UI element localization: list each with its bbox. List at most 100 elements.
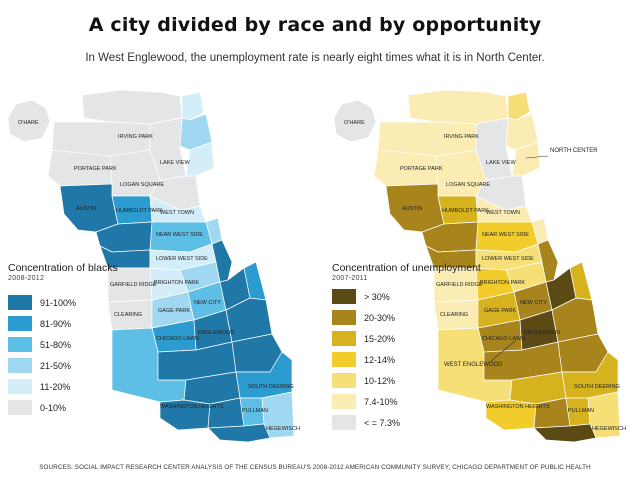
right-legend-label: > 30% bbox=[364, 291, 390, 302]
right-legend-swatch bbox=[332, 394, 356, 409]
label-englewood-right: ENGLEWOOD bbox=[524, 330, 560, 336]
map-right bbox=[333, 89, 621, 443]
label-southdeering-left: SOUTH DEERING bbox=[248, 384, 294, 390]
right-legend-swatch bbox=[332, 310, 356, 325]
left-legend-label: 81-90% bbox=[40, 318, 72, 329]
legend-left-title: Concentration of blacks bbox=[8, 262, 118, 274]
label-nearwest-right: NEAR WEST SIDE bbox=[482, 232, 529, 238]
label-garfieldridge-left: GARFIELD RIDGE bbox=[110, 282, 157, 288]
label-garfieldridge-right: GARFIELD RIDGE bbox=[436, 282, 483, 288]
label-brighton-left: BRIGHTON PARK bbox=[154, 280, 199, 286]
right-legend-item: 7.4-10% bbox=[332, 391, 481, 412]
label-gagepark-right: GAGE PARK bbox=[484, 308, 516, 314]
left-legend-swatch bbox=[8, 295, 32, 310]
right-ohare-area bbox=[333, 99, 377, 143]
right-legend-item: < = 7.3% bbox=[332, 412, 481, 433]
right-legend-swatch bbox=[332, 331, 356, 346]
label-irving-right: IRVING PARK bbox=[444, 134, 479, 140]
left-legend-item: 0-10% bbox=[8, 397, 118, 418]
left-ohare-area bbox=[7, 99, 51, 143]
left-far-north bbox=[81, 89, 183, 125]
left-legend-label: 21-50% bbox=[40, 360, 72, 371]
left-legend-label: 11-20% bbox=[40, 381, 71, 392]
label-clearing-left: CLEARING bbox=[114, 312, 142, 318]
label-chicagolawn-right: CHICAGO LAWN bbox=[482, 336, 525, 342]
legend-right-rows: > 30% 20-30% 15-20% 12-14% 10-12% 7.4-10% < = … bbox=[332, 286, 481, 433]
left-legend-item: 11-20% bbox=[8, 376, 118, 397]
label-pullman-left: PULLMAN bbox=[242, 408, 268, 414]
left-legend-swatch bbox=[8, 337, 32, 352]
label-englewood-left: ENGLEWOOD bbox=[198, 330, 234, 336]
label-logan-right: LOGAN SQUARE bbox=[446, 182, 490, 188]
callout-north-center: NORTH CENTER bbox=[550, 148, 598, 154]
right-legend-label: 20-30% bbox=[364, 312, 396, 323]
right-riverdale bbox=[533, 423, 597, 443]
source-note: SOURCES: SOCIAL IMPACT RESEARCH CENTER A… bbox=[39, 464, 591, 471]
label-lowerwest-right: LOWER WEST SIDE bbox=[482, 256, 534, 262]
legend-left-rows: 91-100% 81-90% 51-80% 21-50% 11-20% 0-10% bbox=[8, 292, 118, 418]
label-brighton-right: BRIGHTON PARK bbox=[480, 280, 525, 286]
left-legend-label: 91-100% bbox=[40, 297, 77, 308]
right-legend-label: 10-12% bbox=[364, 375, 396, 386]
left-legend-swatch bbox=[8, 400, 32, 415]
label-westtown-left: WEST TOWN bbox=[160, 210, 194, 216]
label-humboldt-right: HUMBOLDT PARK bbox=[442, 208, 489, 214]
right-legend-swatch bbox=[332, 289, 356, 304]
left-legend-item: 81-90% bbox=[8, 313, 118, 334]
label-washheights-left: WASHINGTON HEIGHTS bbox=[160, 404, 224, 410]
left-legend-item: 51-80% bbox=[8, 334, 118, 355]
right-far-north bbox=[407, 89, 509, 125]
label-ohare-left: O'HARE bbox=[18, 120, 39, 126]
right-legend-label: < = 7.3% bbox=[364, 417, 401, 428]
label-chicagolawn-left: CHICAGO LAWN bbox=[156, 336, 199, 342]
left-legend-label: 0-10% bbox=[40, 402, 67, 413]
right-legend-label: 7.4-10% bbox=[364, 396, 398, 407]
label-austin-left: AUSTIN bbox=[76, 206, 96, 212]
left-uptown bbox=[185, 141, 215, 177]
label-ohare-right: O'HARE bbox=[344, 120, 365, 126]
right-woodlawn bbox=[551, 297, 599, 343]
right-legend-item: > 30% bbox=[332, 286, 481, 307]
label-portage-left: PORTAGE PARK bbox=[74, 166, 117, 172]
right-legend-item: 15-20% bbox=[332, 328, 481, 349]
left-west-town bbox=[149, 195, 207, 223]
label-newcity-right: NEW CITY bbox=[520, 300, 547, 306]
chart-title: A city divided by race and by opportunit… bbox=[88, 14, 542, 36]
chart-subtitle: In West Englewood, the unemployment rate… bbox=[85, 52, 545, 64]
left-logan bbox=[109, 149, 161, 197]
right-west-town bbox=[475, 195, 533, 223]
label-lakeview-right: LAKE VIEW bbox=[486, 160, 516, 166]
right-legend-label: 15-20% bbox=[364, 333, 396, 344]
label-portage-right: PORTAGE PARK bbox=[400, 166, 443, 172]
left-legend-swatch bbox=[8, 358, 32, 373]
left-riverdale bbox=[207, 423, 271, 443]
label-humboldt-left: HUMBOLDT PARK bbox=[116, 208, 163, 214]
map-left bbox=[7, 89, 295, 443]
label-hegewisch-right: HEGEWISCH bbox=[592, 426, 626, 432]
label-logan-left: LOGAN SQUARE bbox=[120, 182, 164, 188]
label-nearwest-left: NEAR WEST SIDE bbox=[156, 232, 203, 238]
right-legend-swatch bbox=[332, 352, 356, 367]
right-legend-swatch bbox=[332, 415, 356, 430]
label-westtown-right: WEST TOWN bbox=[486, 210, 520, 216]
callout-west-englewood: WEST ENGLEWOOD bbox=[444, 362, 503, 368]
left-woodlawn bbox=[225, 297, 273, 343]
right-uptown bbox=[511, 141, 541, 177]
label-gagepark-left: GAGE PARK bbox=[158, 308, 190, 314]
right-area-labels: O'HARE PORTAGE PARK IRVING PARK LAKE VIE… bbox=[344, 120, 626, 432]
left-legend-label: 51-80% bbox=[40, 339, 72, 350]
label-hegewisch-left: HEGEWISCH bbox=[266, 426, 300, 432]
left-rogers-park bbox=[181, 91, 205, 121]
legend-left-years: 2008-2012 bbox=[8, 275, 45, 282]
right-legend-label: 12-14% bbox=[364, 354, 396, 365]
label-washheights-right: WASHINGTON HEIGHTS bbox=[486, 404, 550, 410]
left-legend-item: 91-100% bbox=[8, 292, 118, 313]
left-legend-swatch bbox=[8, 316, 32, 331]
legend-right-years: 2007-2011 bbox=[332, 275, 368, 282]
legend-right: Concentration of unemployment 2007-2011 … bbox=[332, 262, 481, 433]
right-legend-item: 20-30% bbox=[332, 307, 481, 328]
label-pullman-right: PULLMAN bbox=[568, 408, 594, 414]
legend-right-title: Concentration of unemployment bbox=[332, 262, 481, 274]
right-legend-swatch bbox=[332, 373, 356, 388]
label-austin-right: AUSTIN bbox=[402, 206, 422, 212]
